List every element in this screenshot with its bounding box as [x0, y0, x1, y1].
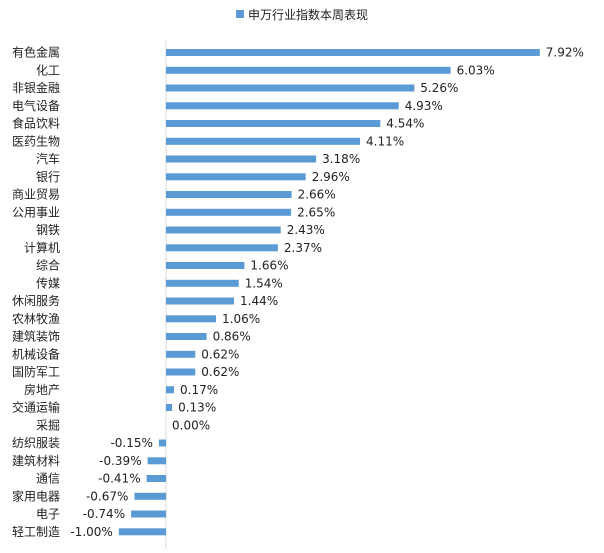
category-label: 农林牧渔: [12, 312, 60, 326]
category-label: 交通运输: [12, 400, 60, 415]
data-label: 1.44%: [240, 294, 278, 308]
data-label: 0.86%: [213, 330, 251, 344]
bar: [147, 457, 166, 465]
data-label: 5.26%: [420, 81, 458, 95]
data-label: -0.15%: [110, 436, 152, 450]
data-label: 2.66%: [298, 188, 336, 202]
data-label: 7.92%: [546, 46, 584, 60]
bar: [166, 279, 239, 287]
category-label: 休闲服务: [12, 293, 60, 308]
category-label: 国防军工: [12, 364, 60, 379]
bar: [166, 315, 216, 323]
bar: [166, 66, 451, 74]
category-label: 非银金融: [12, 80, 60, 95]
bar: [166, 49, 540, 56]
bar: [166, 244, 278, 252]
bar: [166, 84, 415, 92]
category-label: 电气设备: [12, 98, 60, 113]
data-label: -0.39%: [99, 454, 141, 468]
bar: [166, 262, 245, 269]
data-label: 1.06%: [222, 312, 260, 326]
bar: [166, 386, 174, 394]
bar: [166, 137, 360, 145]
data-label: 1.66%: [250, 259, 288, 273]
data-label: 0.17%: [180, 383, 218, 397]
category-label: 通信: [36, 472, 60, 486]
bar: [166, 102, 399, 110]
category-label: 化工: [36, 63, 60, 77]
data-label: 0.62%: [201, 347, 239, 361]
bar: [166, 155, 317, 163]
data-label: 0.62%: [201, 365, 239, 379]
category-label: 采掘: [36, 417, 60, 432]
category-label: 轻工制造: [12, 525, 60, 539]
bar: [166, 208, 292, 216]
category-label: 传媒: [36, 275, 60, 290]
bar: [158, 439, 166, 447]
data-label: -0.74%: [83, 507, 125, 521]
category-label: 公用事业: [12, 205, 60, 219]
bar: [166, 120, 381, 127]
bar: [146, 475, 166, 482]
category-label: 医药生物: [12, 134, 60, 148]
data-label: 6.03%: [457, 63, 495, 77]
category-label: 家用电器: [12, 488, 60, 503]
data-label: 0.00%: [172, 418, 210, 432]
bar: [118, 528, 166, 536]
data-label: -1.00%: [70, 525, 112, 539]
category-label: 有色金属: [12, 45, 60, 60]
bar: [166, 368, 196, 376]
data-label: -0.41%: [98, 472, 140, 486]
legend-label: 申万行业指数本周表现: [247, 8, 368, 22]
category-label: 建筑材料: [12, 453, 60, 468]
data-label: -0.67%: [86, 489, 128, 503]
bar: [134, 492, 166, 500]
bar: [166, 191, 292, 198]
chart-legend: 申万行业指数本周表现: [0, 6, 604, 23]
bar: [166, 350, 196, 358]
bars-layer: [118, 49, 540, 536]
category-label: 汽车: [36, 151, 60, 166]
category-label: 建筑装饰: [12, 329, 60, 344]
bar: [166, 297, 234, 305]
category-label: 计算机: [24, 240, 60, 255]
labels-layer: 有色金属 7.92% 化工 6.03% 非银金融 5.26% 电气设备 4.93% 食品饮料 4.…: [12, 45, 584, 539]
data-label: 0.13%: [178, 401, 216, 415]
bar: [166, 173, 306, 181]
category-label: 食品饮料: [12, 116, 60, 131]
bar: [166, 404, 173, 411]
data-label: 2.65%: [297, 205, 335, 219]
category-label: 电子: [36, 507, 60, 521]
data-label: 3.18%: [322, 152, 360, 166]
data-label: 2.96%: [312, 170, 350, 184]
data-label: 4.93%: [405, 99, 443, 113]
legend-swatch: [235, 10, 244, 18]
category-label: 钢铁: [36, 223, 60, 237]
data-label: 4.11%: [366, 134, 404, 148]
category-label: 商业贸易: [12, 187, 60, 202]
bar: [166, 333, 207, 340]
category-label: 综合: [36, 258, 60, 273]
category-label: 机械设备: [12, 346, 60, 361]
data-label: 2.43%: [287, 223, 325, 237]
data-label: 4.54%: [386, 117, 424, 131]
bar: [131, 510, 166, 518]
bar: [166, 226, 281, 234]
category-label: 纺织服装: [12, 436, 60, 450]
category-label: 银行: [36, 170, 60, 184]
data-label: 1.54%: [245, 276, 283, 290]
category-label: 房地产: [24, 382, 60, 397]
data-label: 2.37%: [284, 241, 322, 255]
